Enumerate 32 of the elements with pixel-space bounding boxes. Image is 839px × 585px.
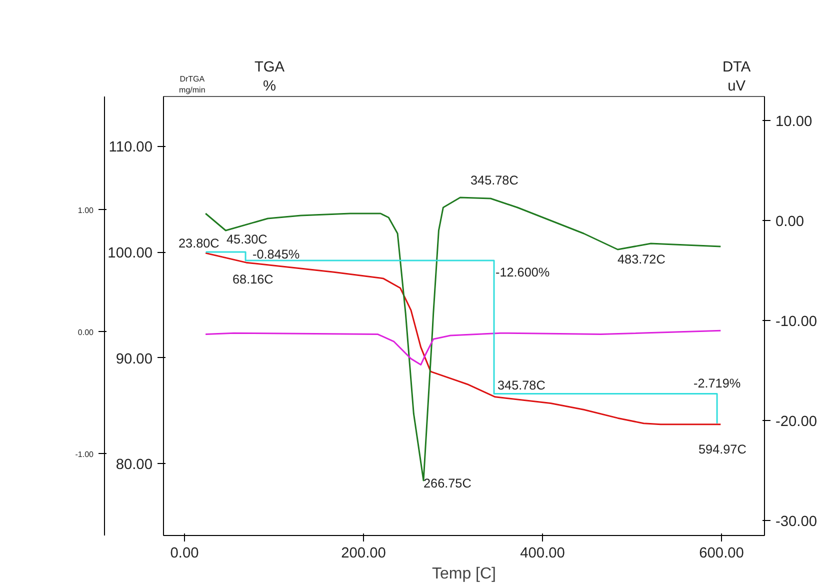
y3-tick-label: 1.00 xyxy=(78,206,94,215)
y-axis-title: TGA % xyxy=(254,59,285,94)
annotation: -12.600% xyxy=(496,266,550,280)
annotation: 345.78C xyxy=(470,174,518,188)
annotation: -0.845% xyxy=(252,248,300,262)
annotation: 266.75C xyxy=(424,476,472,490)
x-tick-label: 400.00 xyxy=(520,546,565,562)
annotation: 45.30C xyxy=(226,232,268,246)
y-tick-label: 90.00 xyxy=(116,351,153,368)
annotation: 23.80C xyxy=(178,236,220,250)
x-axis-title: Temp [C] xyxy=(432,566,496,582)
y2-tick-label: 0.00 xyxy=(776,214,804,230)
annotation: 68.16C xyxy=(232,272,274,286)
y3-tick-label: 0.00 xyxy=(78,328,94,337)
x-tick-label: 0.00 xyxy=(170,546,199,562)
annotation: -2.719% xyxy=(694,376,741,390)
y2-tick-label: -10.00 xyxy=(776,314,818,330)
x-tick-label: 600.00 xyxy=(699,546,744,562)
y2-tick-label: -30.00 xyxy=(776,514,818,530)
y3-tick-label: -1.00 xyxy=(75,450,94,459)
y-tick-label: 110.00 xyxy=(108,140,153,156)
y2-axis-title: DTA uV xyxy=(722,59,751,94)
y2-tick-label: -20.00 xyxy=(776,414,818,430)
y2-tick-label: 10.00 xyxy=(776,114,812,130)
y-tick-label: 80.00 xyxy=(116,457,153,474)
annotation: 345.78C xyxy=(498,378,546,392)
x-tick-label: 200.00 xyxy=(341,546,386,562)
annotation: 594.97C xyxy=(698,442,746,456)
y3-axis-title: DrTGA mg/min xyxy=(179,74,206,94)
annotation: 483.72C xyxy=(618,252,666,266)
y-tick-label: 100.00 xyxy=(108,246,152,262)
line-series xyxy=(204,330,722,366)
